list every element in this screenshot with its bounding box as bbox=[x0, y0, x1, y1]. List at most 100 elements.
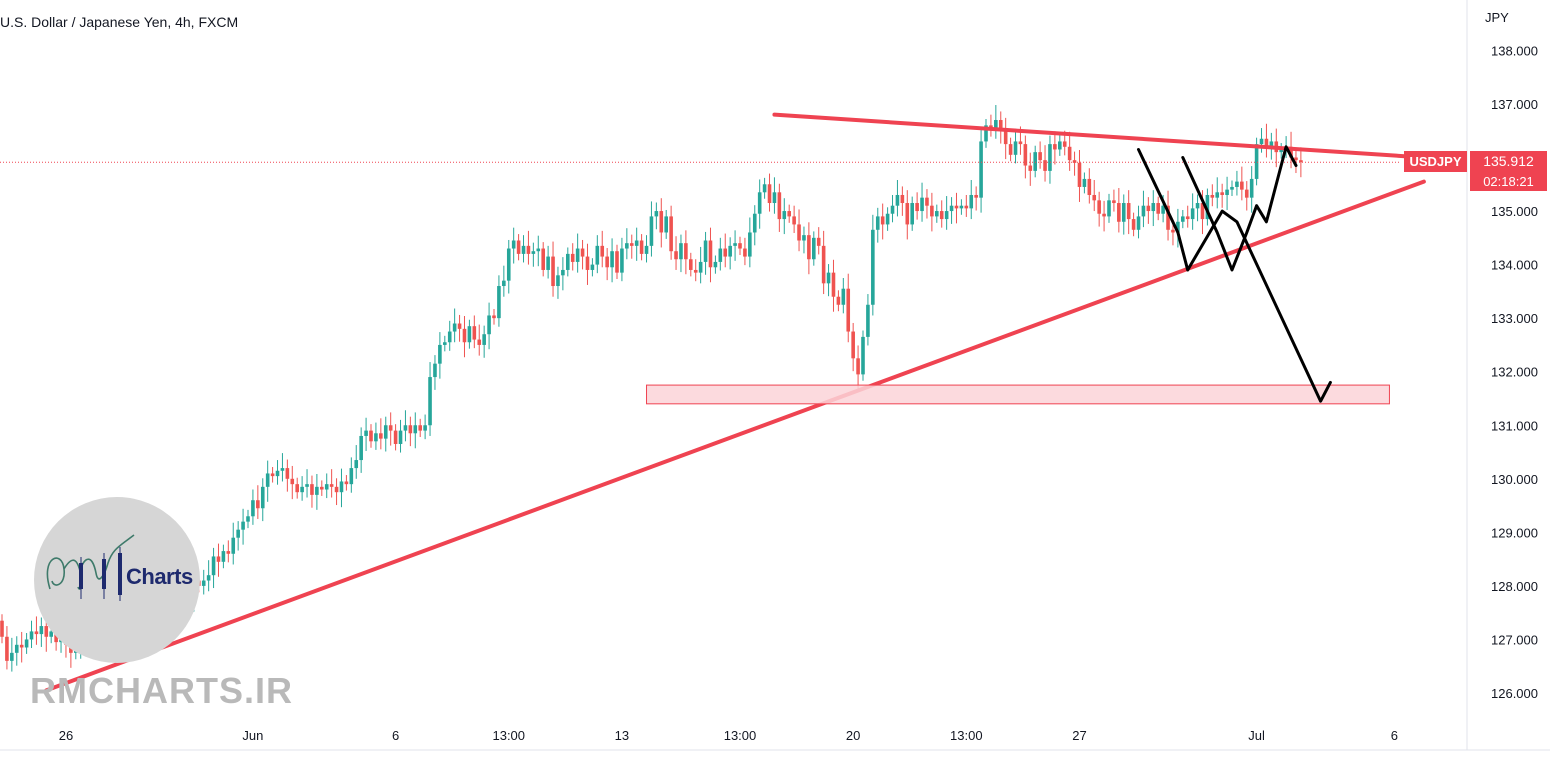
candle-body bbox=[516, 240, 521, 254]
candle bbox=[1220, 183, 1224, 208]
candle-body bbox=[1220, 192, 1224, 195]
price-tick-label: 126.000 bbox=[1491, 686, 1538, 701]
price-tick-label: 128.000 bbox=[1491, 579, 1538, 594]
candle bbox=[5, 626, 9, 670]
price-axis[interactable]: 126.000 127.000 128.000 129.000 130.000 131.0… bbox=[1466, 0, 1538, 750]
candle-body bbox=[743, 248, 747, 257]
candle-body bbox=[1092, 194, 1097, 201]
time-tick-label: 6 bbox=[392, 728, 399, 743]
candle-body bbox=[703, 240, 708, 262]
candle-body bbox=[1259, 138, 1264, 145]
candle-body bbox=[1151, 203, 1156, 212]
candle bbox=[580, 239, 585, 270]
price-tick-label: 135.000 bbox=[1491, 204, 1538, 219]
candle bbox=[1126, 190, 1131, 235]
candle bbox=[1205, 188, 1210, 226]
candle bbox=[1259, 128, 1264, 153]
candle bbox=[639, 234, 644, 261]
candle-body bbox=[649, 216, 654, 246]
candle bbox=[659, 198, 664, 248]
candle-body bbox=[561, 269, 565, 276]
candle-body bbox=[575, 248, 580, 262]
candle bbox=[792, 205, 796, 234]
candle-body bbox=[14, 644, 19, 653]
candle-body bbox=[344, 481, 349, 485]
candle-body bbox=[339, 481, 344, 493]
candle-body bbox=[812, 237, 816, 260]
candle-body bbox=[457, 323, 462, 329]
candle bbox=[497, 275, 501, 327]
candle bbox=[812, 231, 816, 266]
candle-body bbox=[1072, 160, 1077, 163]
candle bbox=[841, 277, 846, 314]
candle bbox=[403, 410, 408, 442]
candle bbox=[895, 179, 900, 217]
candle-body bbox=[1058, 141, 1062, 150]
candle bbox=[1235, 170, 1239, 196]
candle-body bbox=[1028, 165, 1033, 171]
candle bbox=[610, 238, 614, 283]
time-axis[interactable]: 26 Jun 6 13:00 13 13:00 20 13:00 27 Jul 6 bbox=[0, 728, 1550, 751]
candle bbox=[1166, 190, 1170, 241]
candle-body bbox=[388, 425, 393, 431]
candle-body bbox=[708, 240, 713, 268]
candle bbox=[600, 230, 605, 268]
candle-body bbox=[398, 430, 403, 444]
candle bbox=[487, 302, 491, 350]
candle bbox=[1146, 197, 1151, 224]
time-tick-label: 13 bbox=[615, 728, 629, 743]
candle bbox=[625, 228, 629, 260]
candle bbox=[595, 235, 600, 274]
candle-body bbox=[625, 243, 629, 249]
candle-body bbox=[502, 280, 506, 287]
candle-body bbox=[265, 473, 270, 487]
candle-body bbox=[1156, 203, 1160, 214]
candle-body bbox=[359, 435, 363, 461]
candle bbox=[364, 417, 368, 451]
candle-body bbox=[201, 580, 206, 586]
candle bbox=[846, 273, 851, 343]
candle bbox=[713, 255, 718, 274]
candle-body bbox=[408, 425, 413, 434]
candle bbox=[256, 485, 260, 519]
logo-text: Charts bbox=[126, 564, 193, 589]
candle-body bbox=[570, 253, 575, 262]
candle bbox=[821, 230, 826, 295]
candle bbox=[802, 226, 806, 254]
candle bbox=[511, 227, 516, 264]
candle-body bbox=[541, 248, 545, 270]
candle-body bbox=[826, 272, 831, 284]
candle bbox=[0, 614, 4, 644]
candle-body bbox=[1176, 221, 1180, 233]
candle bbox=[669, 205, 673, 260]
candle-body bbox=[679, 243, 683, 260]
candle-body bbox=[831, 272, 836, 297]
candle bbox=[1181, 209, 1185, 229]
candle-body bbox=[364, 430, 368, 436]
projection-arrow bbox=[1137, 148, 1332, 403]
candle-body bbox=[324, 484, 329, 490]
candle bbox=[935, 204, 939, 223]
candle-body bbox=[1107, 200, 1111, 217]
candle bbox=[457, 314, 462, 342]
candle bbox=[1244, 181, 1249, 211]
candle bbox=[620, 237, 624, 282]
candle-body bbox=[1062, 141, 1067, 147]
candle-body bbox=[310, 484, 314, 495]
candle bbox=[369, 424, 373, 448]
time-tick-label: 13:00 bbox=[950, 728, 983, 743]
candle bbox=[984, 118, 988, 148]
candle bbox=[1264, 123, 1269, 158]
price-tick-label: 137.000 bbox=[1491, 97, 1538, 112]
candle-body bbox=[531, 251, 536, 254]
candle bbox=[388, 412, 393, 446]
candle bbox=[866, 294, 870, 346]
candle bbox=[787, 204, 791, 223]
candle-body bbox=[467, 326, 472, 343]
drawings-group[interactable] bbox=[0, 112, 1426, 693]
candle-body bbox=[487, 315, 491, 335]
candle-body bbox=[851, 331, 855, 359]
candle-body bbox=[320, 486, 324, 490]
time-tick-label: 27 bbox=[1072, 728, 1086, 743]
